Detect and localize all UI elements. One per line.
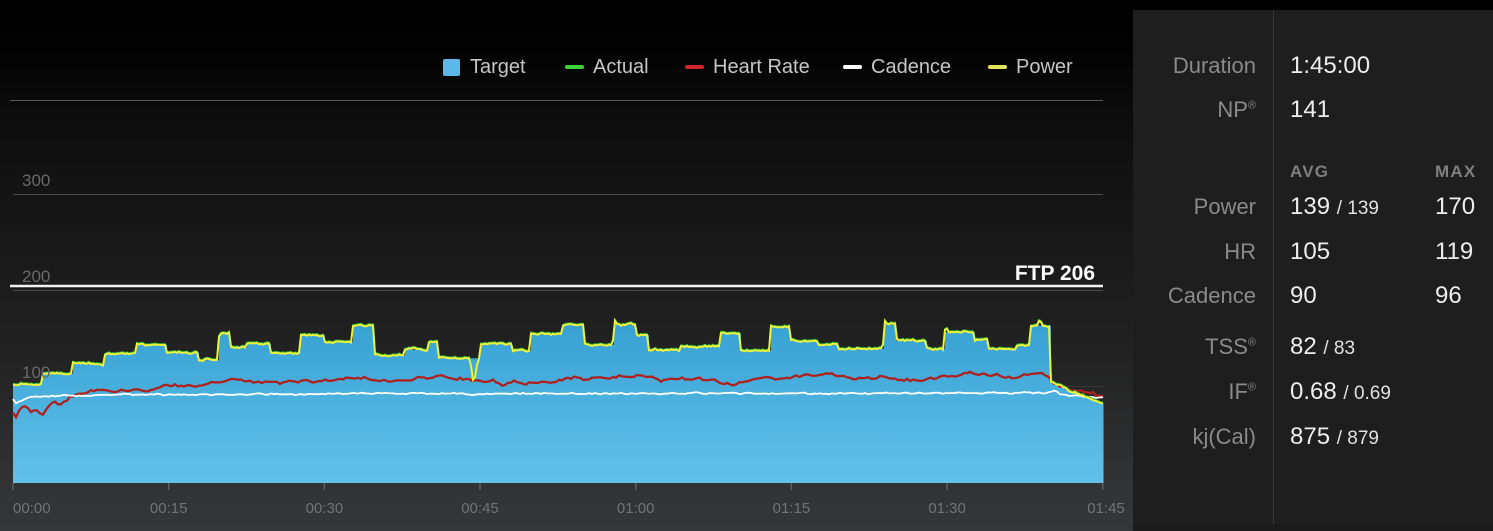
svg-text:00:00: 00:00 <box>13 500 51 517</box>
svg-text:01:15: 01:15 <box>773 500 811 517</box>
svg-text:01:45: 01:45 <box>1087 500 1125 517</box>
svg-text:200: 200 <box>22 267 50 286</box>
svg-text:00:15: 00:15 <box>150 500 188 517</box>
svg-text:01:00: 01:00 <box>617 500 655 517</box>
svg-text:01:30: 01:30 <box>928 500 966 517</box>
svg-text:00:30: 00:30 <box>306 500 344 517</box>
svg-text:100: 100 <box>22 363 50 382</box>
svg-text:300: 300 <box>22 171 50 190</box>
svg-text:00:45: 00:45 <box>461 500 499 517</box>
